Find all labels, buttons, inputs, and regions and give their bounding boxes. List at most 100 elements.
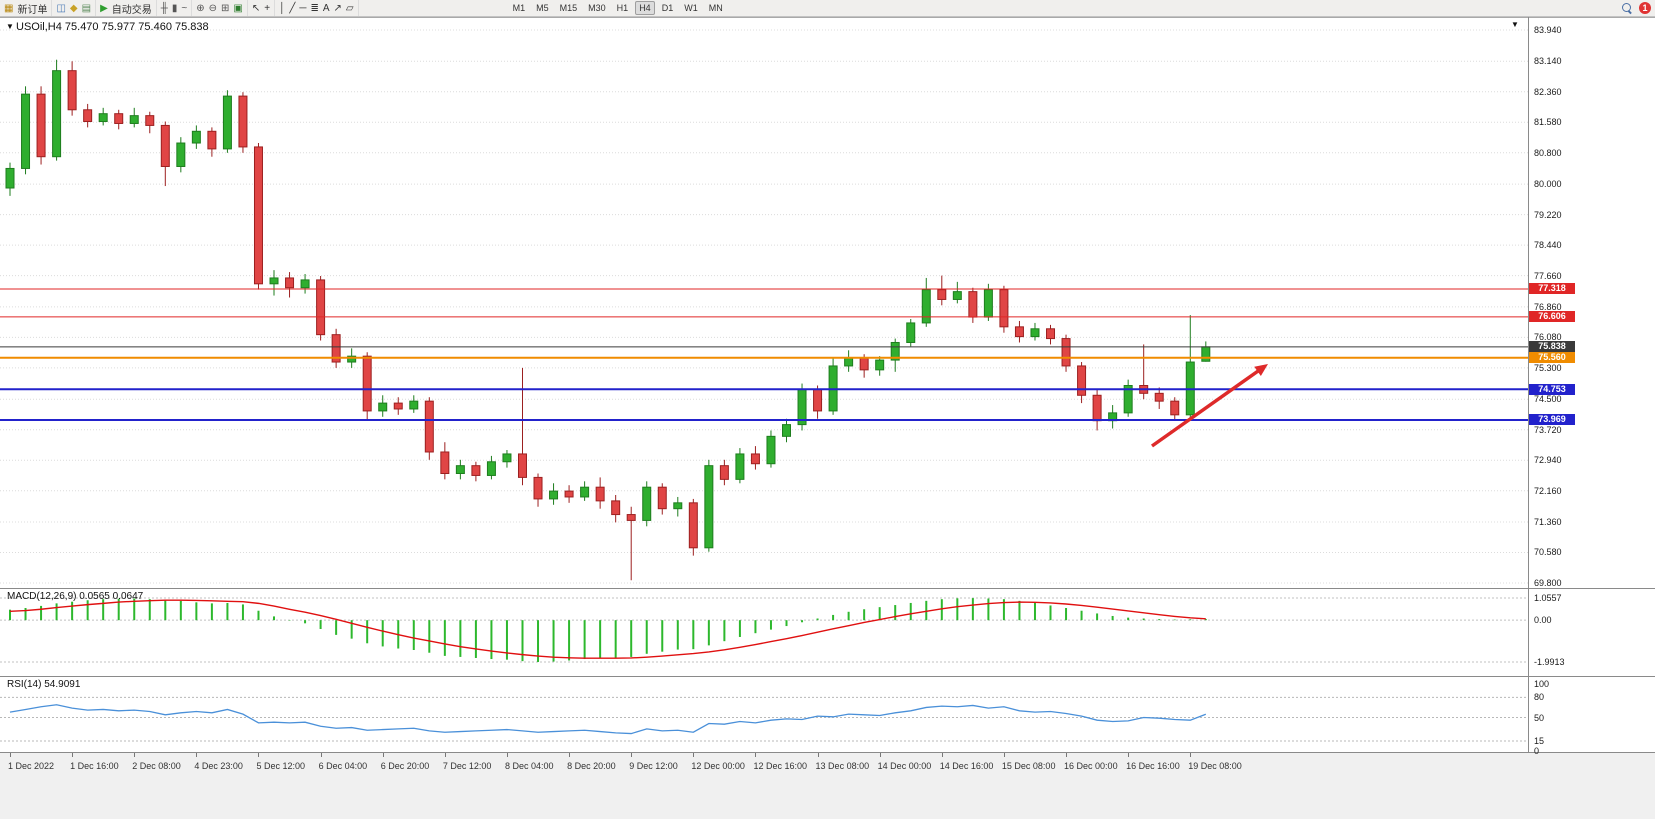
- time-axis-label: 8 Dec 04:00: [504, 761, 554, 771]
- trend-arrow[interactable]: [1150, 367, 1263, 448]
- candle-body: [83, 109, 93, 123]
- candle-body: [222, 95, 232, 150]
- candle-body: [114, 113, 124, 124]
- chart-shift-marker-icon[interactable]: ▼: [1511, 20, 1519, 29]
- auto-trading-button[interactable]: ▶: [100, 2, 108, 14]
- toolbar-group: │ ╱ ─ ≣ A ↗ ▱: [275, 0, 359, 16]
- toolbar-group: ╫ ▮ ~: [157, 0, 193, 16]
- time-tick: [941, 753, 943, 757]
- price-axis-label: 82.360: [1534, 86, 1562, 97]
- candle-body: [750, 453, 760, 465]
- chart-plot-area[interactable]: [0, 0, 1528, 752]
- notification-badge[interactable]: 1: [1639, 2, 1651, 14]
- macd-indicator-label: MACD(12,26,9) 0.0565 0.0647: [7, 591, 144, 602]
- candle-body: [160, 124, 170, 167]
- candle-body: [657, 486, 667, 510]
- time-axis-label: 14 Dec 16:00: [939, 761, 994, 771]
- time-tick: [1003, 753, 1005, 757]
- macd-axis-label: -1.9913: [1534, 657, 1565, 667]
- zoom-out-icon[interactable]: ⊖: [208, 2, 217, 14]
- candle-body: [999, 289, 1009, 328]
- timeframe-button-D1[interactable]: D1: [661, 3, 674, 13]
- timeframe-button-M15[interactable]: M15: [559, 3, 578, 13]
- time-axis[interactable]: 1 Dec 2022 1 Dec 16:00 2 Dec 08:00 4 Dec 23…: [0, 753, 1655, 781]
- shapes-icon[interactable]: ▱: [345, 2, 354, 14]
- crosshair-icon[interactable]: +: [264, 2, 271, 14]
- candle-body: [517, 453, 527, 478]
- candle-body: [36, 93, 46, 158]
- bar-chart-icon[interactable]: ╫: [160, 2, 168, 14]
- cursor-icon[interactable]: ↖: [251, 2, 261, 14]
- candle-body: [937, 289, 947, 300]
- candle-body: [409, 400, 419, 410]
- time-tick: [196, 753, 198, 757]
- search-lens: [1622, 2, 1631, 12]
- candle-body: [191, 130, 201, 144]
- candle-body: [362, 355, 372, 412]
- price-axis-label: 78.440: [1534, 240, 1562, 251]
- time-tick: [879, 753, 881, 757]
- candle-body: [564, 490, 574, 498]
- time-tick: [569, 753, 571, 757]
- candle-body: [1123, 385, 1133, 414]
- candlestick-chart-icon[interactable]: ▮: [171, 2, 178, 14]
- data-window-icon[interactable]: ▤: [81, 2, 92, 14]
- timeframe-button-M5[interactable]: M5: [536, 3, 549, 13]
- time-tick: [693, 753, 695, 757]
- price-tag-76.606: 76.606: [1529, 311, 1575, 323]
- candle-body: [875, 359, 885, 371]
- arrows-tool-icon[interactable]: ↗: [333, 2, 342, 14]
- time-tick: [1190, 753, 1192, 757]
- candle-body: [983, 289, 993, 318]
- new-chart-icon[interactable]: ▣: [233, 2, 243, 14]
- line-chart-icon[interactable]: ~: [181, 2, 188, 14]
- candle-body: [176, 142, 186, 167]
- timeframe-button-W1[interactable]: W1: [684, 3, 698, 13]
- time-tick: [10, 753, 11, 757]
- vertical-line-icon[interactable]: │: [279, 2, 286, 14]
- horizontal-line-icon[interactable]: ─: [299, 2, 307, 14]
- chart-title: USOil,H4 75.470 75.977 75.460 75.838: [16, 21, 209, 33]
- rsi-panel-separator[interactable]: [0, 676, 1655, 677]
- candle-body: [486, 461, 496, 476]
- candle-body: [1077, 365, 1087, 396]
- time-axis-label: 19 Dec 08:00: [1188, 761, 1242, 771]
- timeframe-button-MN[interactable]: MN: [708, 3, 723, 13]
- rsi-axis-label: 15: [1534, 735, 1545, 746]
- timeframe-button-H4[interactable]: H4: [635, 1, 655, 15]
- price-tag-73.969: 73.969: [1529, 414, 1575, 426]
- fibonacci-icon[interactable]: ≣: [310, 2, 319, 14]
- trendline-icon[interactable]: ╱: [289, 2, 296, 14]
- time-tick: [382, 753, 384, 757]
- time-axis-label: 8 Dec 20:00: [567, 761, 616, 771]
- candle-body: [782, 424, 791, 437]
- chart-window-icon[interactable]: ◫: [56, 2, 66, 14]
- price-axis-label: 72.940: [1534, 455, 1562, 466]
- candle-body: [300, 279, 310, 289]
- time-axis-label: 5 Dec 12:00: [256, 761, 306, 771]
- candle-body: [129, 115, 139, 124]
- text-icon[interactable]: A: [322, 2, 330, 14]
- time-axis-label: 14 Dec 00:00: [877, 761, 932, 771]
- timeframe-button-M30[interactable]: M30: [588, 3, 606, 13]
- timeframe-button-H1[interactable]: H1: [616, 3, 629, 13]
- time-axis-label: 6 Dec 20:00: [380, 761, 430, 771]
- candle-body: [1046, 328, 1056, 340]
- toolbar-groups: ▦ 新订单 ◫ ◆ ▤ ▶ 自动交易 ╫ ▮ ~ ⊕ ⊖ ⊞ ▣ ↖ + │ ╱ ─ ≣ A ↗ ▱: [0, 0, 359, 16]
- timeframe-button-M1[interactable]: M1: [512, 3, 526, 13]
- new-order-button[interactable]: ▦: [4, 2, 14, 14]
- price-axis[interactable]: 83.940 83.140 82.360 81.580 80.800 80.000 79.2…: [1529, 0, 1655, 756]
- price-axis-label: 72.160: [1534, 485, 1562, 496]
- toolbar-group: ◫ ◆ ▤: [52, 0, 97, 16]
- tile-windows-icon[interactable]: ⊞: [221, 2, 230, 14]
- candle-body: [673, 502, 683, 510]
- macd-panel-separator[interactable]: [0, 588, 1655, 589]
- macd-axis-label: 1.0557: [1534, 593, 1562, 603]
- profiles-icon[interactable]: ◆: [69, 2, 78, 14]
- new-order-button-label[interactable]: 新订单: [17, 4, 48, 16]
- auto-trading-button-label[interactable]: 自动交易: [111, 4, 152, 16]
- zoom-in-icon[interactable]: ⊕: [196, 2, 205, 14]
- candle-body: [704, 465, 714, 549]
- candle-body: [844, 357, 854, 367]
- search-icon[interactable]: [1622, 2, 1633, 14]
